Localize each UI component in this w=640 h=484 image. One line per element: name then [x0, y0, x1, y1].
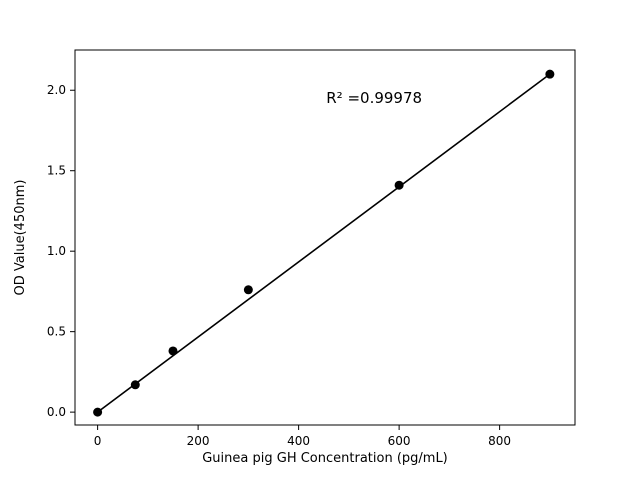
y-tick-label: 0.5 [47, 325, 66, 339]
x-axis-label: Guinea pig GH Concentration (pg/mL) [202, 451, 448, 466]
y-axis-label: OD Value(450nm) [13, 180, 28, 296]
y-tick-label: 2.0 [47, 83, 66, 97]
r-squared-annotation: R² =0.99978 [326, 89, 422, 107]
data-point [545, 69, 555, 79]
data-point [243, 285, 253, 295]
x-tick-label: 0 [94, 434, 102, 448]
plot-frame [74, 49, 576, 426]
data-point [394, 180, 404, 190]
data-point [93, 407, 103, 417]
x-tick-label: 200 [187, 434, 210, 448]
fit-line [97, 73, 551, 413]
y-tick-label: 0.0 [47, 405, 66, 419]
data-point [168, 346, 178, 356]
x-tick-label: 800 [488, 434, 511, 448]
x-tick-label: 400 [287, 434, 310, 448]
plot-area: 0 200 400 600 800 0.0 0.5 1.0 1.5 2.0 [47, 49, 576, 448]
x-tick-label: 600 [388, 434, 411, 448]
data-point [130, 380, 140, 390]
y-tick-label: 1.0 [47, 244, 66, 258]
y-tick-label: 1.5 [47, 164, 66, 178]
